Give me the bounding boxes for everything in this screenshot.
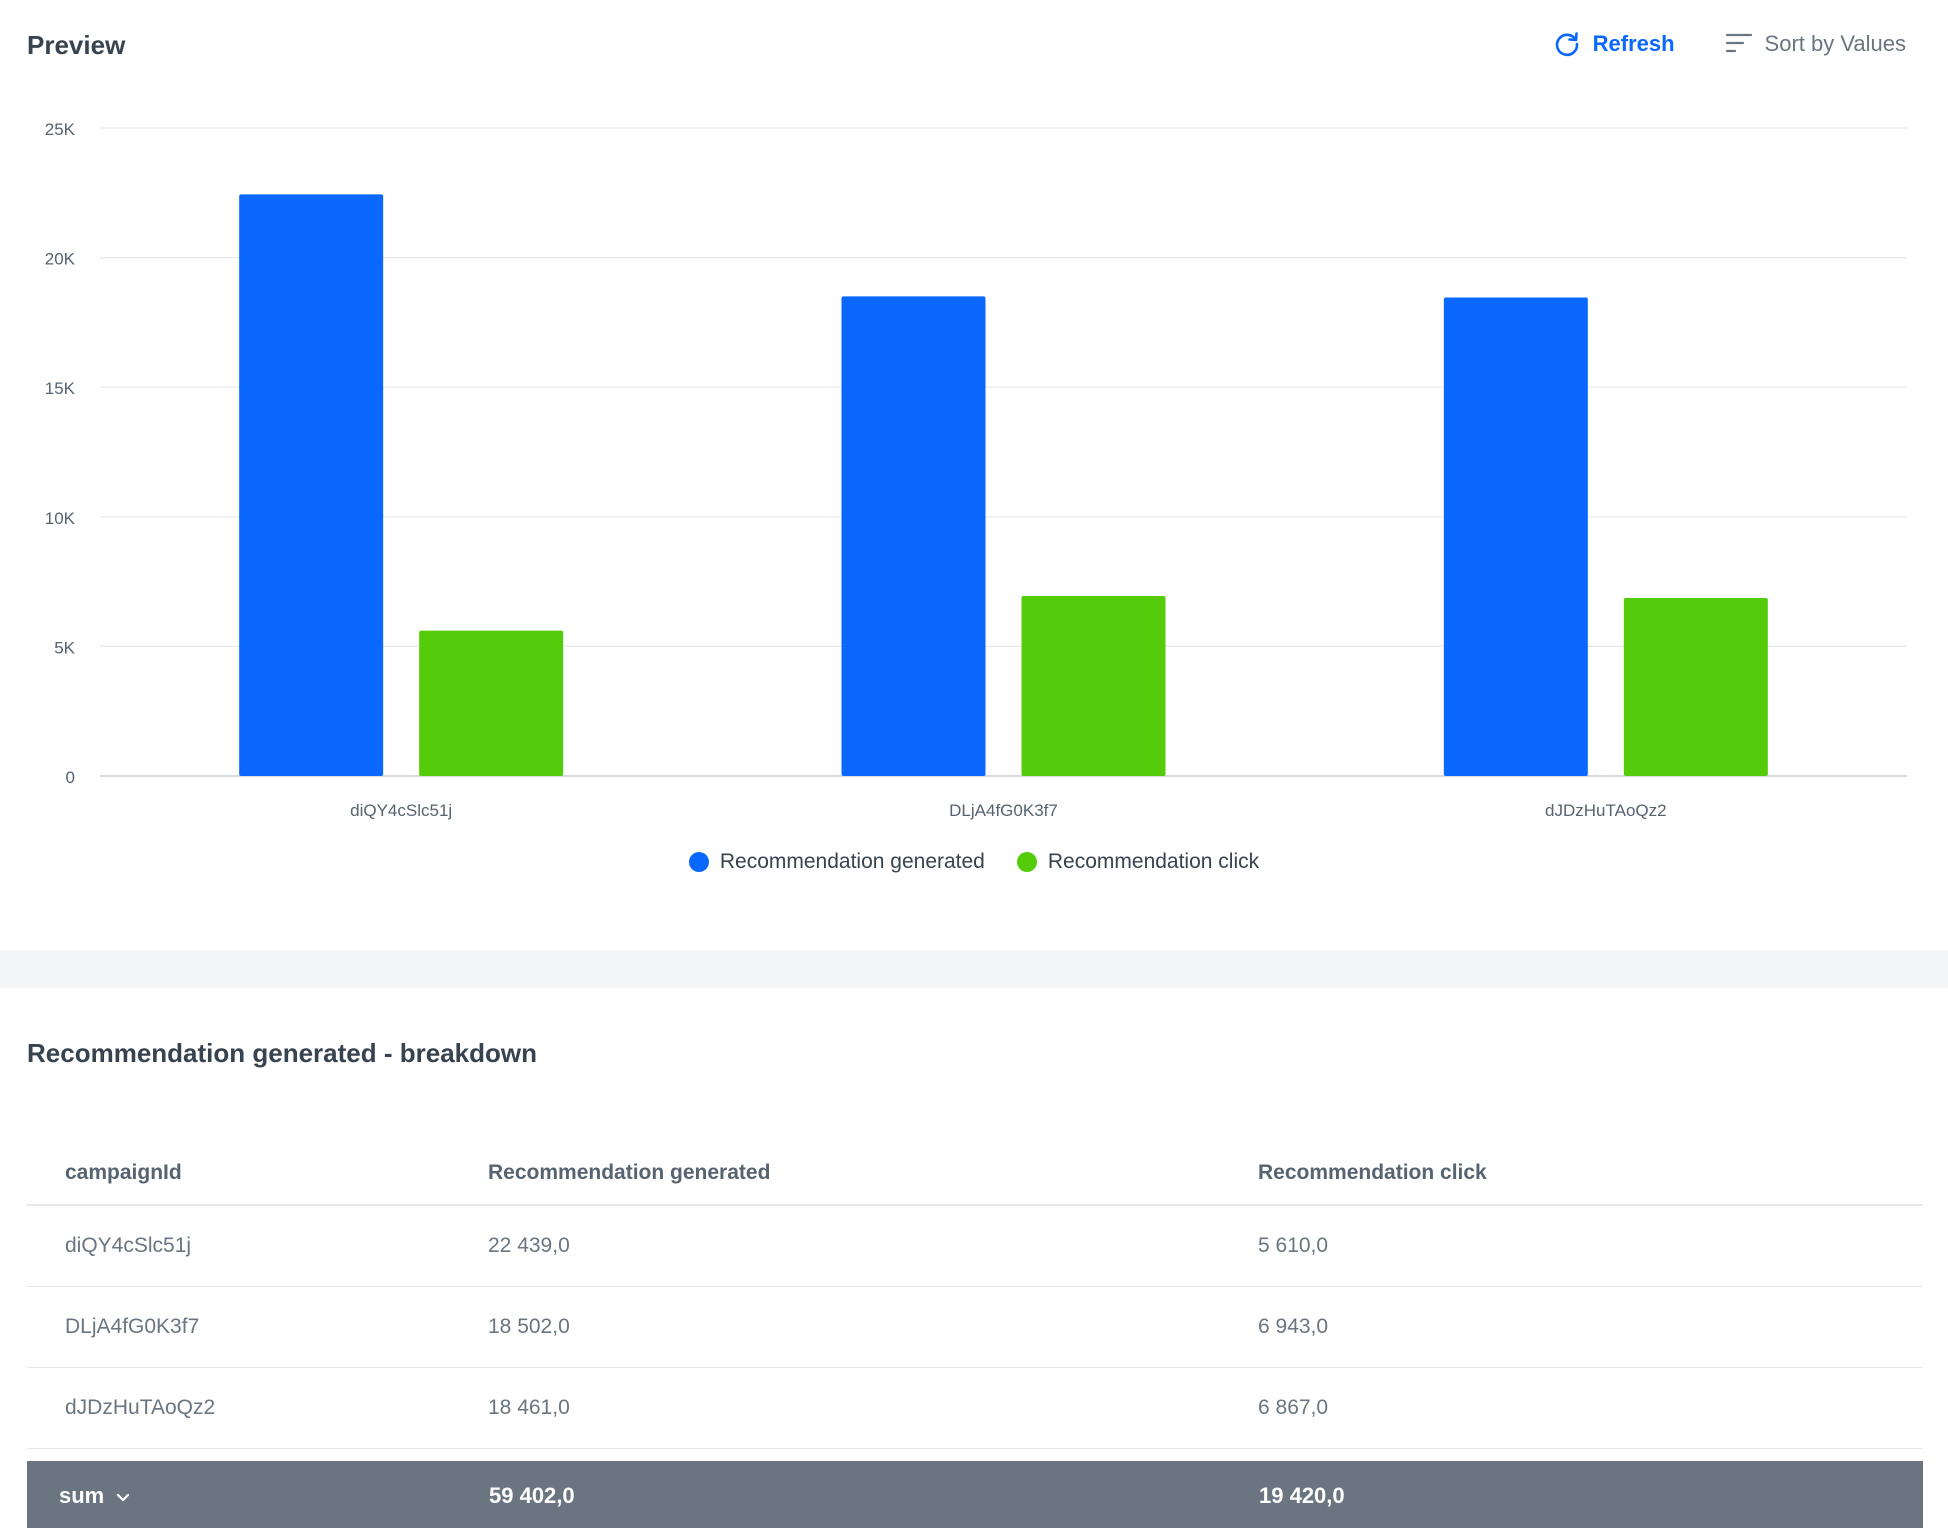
bar-chart: 0 5K 10K 15K 20K 25K diQY4cSlc51j DLjA4fG0K3f7 d… <box>45 120 1907 820</box>
x-tick-label: DLjA4fG0K3f7 <box>949 801 1058 820</box>
x-tick-label: dJDzHuTAoQz2 <box>1545 801 1667 820</box>
y-tick-label: 0 <box>66 768 75 787</box>
table-row: diQY4cSlc51j 22 439,0 5 610,0 <box>27 1206 1923 1287</box>
legend-dot-generated <box>688 852 709 872</box>
breakdown-panel: Recommendation generated - breakdown cam… <box>0 988 1948 1528</box>
table-header-row: campaignId Recommendation generated Reco… <box>27 1156 1923 1206</box>
cell-generated: 18 502,0 <box>488 1315 570 1338</box>
column-header-generated[interactable]: Recommendation generated <box>488 1161 771 1184</box>
cell-generated: 22 439,0 <box>488 1234 570 1257</box>
refresh-label: Refresh <box>1592 31 1675 56</box>
bar-generated <box>841 296 986 776</box>
cell-click: 6 943,0 <box>1258 1315 1329 1338</box>
sum-label: sum <box>59 1483 105 1508</box>
cell-click: 6 867,0 <box>1258 1396 1329 1419</box>
legend-label-click: Recommendation click <box>1047 850 1260 873</box>
y-tick-label: 20K <box>45 250 76 269</box>
y-tick-label: 15K <box>45 379 76 398</box>
refresh-icon <box>1553 30 1581 58</box>
table-row: dJDzHuTAoQz2 18 461,0 6 867,0 <box>27 1368 1923 1449</box>
column-header-campaign-id[interactable]: campaignId <box>65 1161 182 1184</box>
cell-click: 5 610,0 <box>1258 1234 1329 1257</box>
cell-campaign-id: dJDzHuTAoQz2 <box>65 1396 216 1419</box>
cell-campaign-id: diQY4cSlc51j <box>65 1234 192 1257</box>
y-tick-label: 5K <box>54 638 75 657</box>
chart-legend: Recommendation generated Recommendation … <box>0 850 1948 874</box>
sort-label: Sort by Values <box>1764 31 1906 56</box>
x-tick-label: diQY4cSlc51j <box>350 801 452 820</box>
preview-title: Preview <box>27 30 126 60</box>
refresh-button[interactable]: Refresh <box>1553 30 1675 58</box>
bar-click <box>419 630 564 776</box>
sum-click: 19 420,0 <box>1259 1483 1345 1508</box>
cell-campaign-id: DLjA4fG0K3f7 <box>65 1315 200 1338</box>
legend-dot-click <box>1016 852 1037 872</box>
bar-click <box>1021 596 1166 776</box>
breakdown-table: campaignId Recommendation generated Reco… <box>27 1156 1923 1449</box>
chevron-down-icon <box>116 1483 130 1509</box>
cell-generated: 18 461,0 <box>488 1396 570 1419</box>
bar-generated <box>1443 297 1588 776</box>
sum-row: sum 59 402,0 19 420,0 <box>27 1461 1923 1528</box>
sum-generated: 59 402,0 <box>489 1483 575 1508</box>
column-header-click[interactable]: Recommendation click <box>1258 1161 1487 1184</box>
y-tick-label: 10K <box>45 509 76 528</box>
bar-click <box>1623 598 1768 776</box>
bar-generated <box>239 194 384 777</box>
table-row: DLjA4fG0K3f7 18 502,0 6 943,0 <box>27 1287 1923 1368</box>
legend-label-generated: Recommendation generated <box>719 850 985 873</box>
sort-by-values-button[interactable]: Sort by Values <box>1725 31 1906 57</box>
y-tick-label: 25K <box>45 120 76 139</box>
legend-item-click[interactable]: Recommendation click <box>1016 850 1260 874</box>
breakdown-title: Recommendation generated - breakdown <box>27 1038 537 1068</box>
preview-toolbar: Refresh Sort by Values <box>1553 30 1906 58</box>
preview-panel: Preview Refresh Sort by Values 0 5K 10K 15 <box>0 30 1948 874</box>
sort-icon <box>1725 32 1753 56</box>
section-divider <box>0 950 1948 988</box>
sum-aggregation-dropdown[interactable]: sum <box>27 1483 489 1509</box>
legend-item-generated[interactable]: Recommendation generated <box>688 850 985 874</box>
